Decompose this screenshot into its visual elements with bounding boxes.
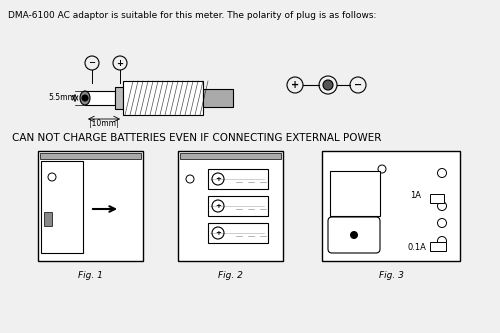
- Bar: [208, 223, 268, 243]
- Bar: [123, 81, 203, 115]
- Bar: [208, 196, 268, 216]
- Text: DMA-6100 AC adaptor is suitable for this meter. The polarity of plug is as follo: DMA-6100 AC adaptor is suitable for this…: [8, 11, 376, 20]
- Text: Fig. 3: Fig. 3: [378, 271, 404, 280]
- Text: 1A: 1A: [410, 190, 421, 199]
- Bar: [208, 169, 268, 189]
- Bar: [203, 89, 233, 107]
- Text: +: +: [291, 80, 299, 90]
- Text: +: +: [215, 230, 221, 236]
- Circle shape: [82, 95, 88, 101]
- Text: Fig. 1: Fig. 1: [78, 271, 102, 280]
- Text: −: −: [88, 59, 96, 68]
- Circle shape: [350, 231, 358, 239]
- Bar: [178, 151, 283, 261]
- Text: |10mm|: |10mm|: [89, 120, 119, 129]
- Text: −: −: [354, 80, 362, 90]
- Bar: [322, 151, 460, 261]
- Bar: [430, 242, 446, 251]
- Bar: [41, 161, 83, 253]
- Circle shape: [323, 80, 333, 90]
- Bar: [115, 87, 123, 109]
- Bar: [40, 153, 141, 159]
- Bar: [85, 91, 115, 105]
- FancyBboxPatch shape: [328, 217, 380, 253]
- Text: +: +: [116, 59, 123, 68]
- Bar: [38, 151, 143, 261]
- Bar: [180, 153, 281, 159]
- Bar: [430, 194, 444, 203]
- Text: Fig. 2: Fig. 2: [218, 271, 242, 280]
- Bar: [44, 212, 52, 226]
- Text: 0.1A: 0.1A: [408, 242, 427, 251]
- Text: 5.5mm: 5.5mm: [48, 94, 76, 103]
- Text: +: +: [215, 176, 221, 182]
- Text: CAN NOT CHARGE BATTERIES EVEN IF CONNECTING EXTERNAL POWER: CAN NOT CHARGE BATTERIES EVEN IF CONNECT…: [12, 133, 382, 143]
- Bar: [330, 171, 380, 216]
- Text: +: +: [215, 203, 221, 209]
- Ellipse shape: [80, 91, 90, 105]
